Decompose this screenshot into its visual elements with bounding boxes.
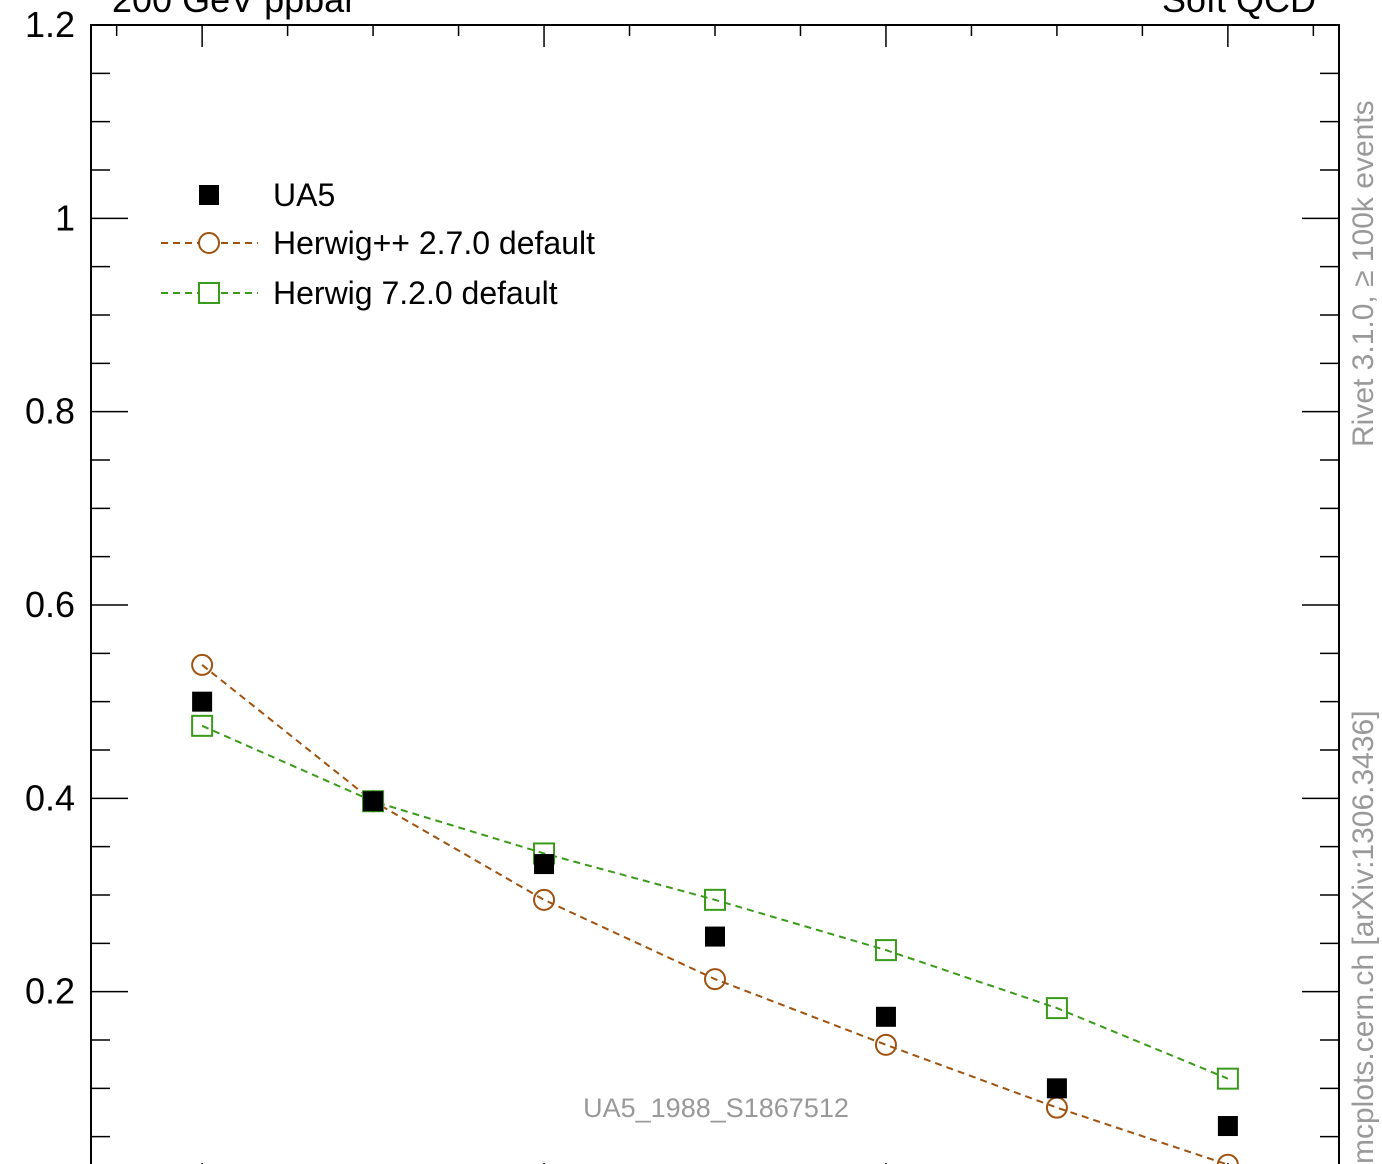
data-point [191, 714, 214, 737]
data-point [875, 1006, 896, 1027]
header-right-label: Soft QCD [1162, 0, 1316, 20]
y-tick-labels: 00.20.40.60.811.2 [25, 4, 75, 1012]
axis-ticks [91, 24, 1339, 1164]
data-point [191, 653, 214, 676]
analysis-id-label: UA5_1988_S1867512 [583, 1093, 849, 1123]
data-point [1216, 1067, 1239, 1090]
y-tick-label: 0.8 [25, 391, 75, 432]
data-point [192, 691, 213, 712]
data-point [705, 926, 725, 947]
legend-label: Herwig 7.2.0 default [273, 275, 558, 311]
y-tick-label: 0.4 [25, 777, 75, 818]
data-point [1216, 1153, 1239, 1164]
data-point [874, 939, 897, 962]
data-point [1046, 1078, 1067, 1099]
data-point [1045, 997, 1068, 1020]
series-line [201, 724, 1229, 1080]
legend: UA5 Herwig++ 2.7.0 default Herwig 7.2.0 de… [161, 177, 595, 311]
series-layer [191, 653, 1239, 1164]
legend-label: UA5 [273, 177, 335, 213]
data-point [1045, 1096, 1068, 1119]
data-point [363, 791, 384, 812]
series-0 [192, 691, 1238, 1137]
legend-marker [198, 232, 220, 254]
data-point [1217, 1116, 1238, 1137]
series-line [201, 664, 1229, 1164]
y-tick-label: 1.2 [25, 4, 75, 45]
y-tick-label: 0.6 [25, 584, 75, 625]
data-point [704, 888, 726, 911]
data-point [704, 968, 726, 991]
rivet-version-label: Rivet 3.1.0, ≥ 100k events [1347, 100, 1380, 447]
legend-marker [199, 185, 219, 205]
y-tick-label: 0.2 [25, 971, 75, 1012]
data-point [874, 1033, 897, 1056]
data-point [534, 854, 555, 875]
y-tick-label: 1 [55, 197, 75, 238]
legend-label: Herwig++ 2.7.0 default [273, 225, 595, 261]
mcplots-label: mcplots.cern.ch [arXiv:1306.3436] [1347, 710, 1380, 1164]
series-2 [191, 714, 1239, 1090]
legend-marker [198, 282, 220, 304]
header-left-label: 200 GeV ppbar [112, 0, 356, 20]
data-point [533, 888, 556, 911]
